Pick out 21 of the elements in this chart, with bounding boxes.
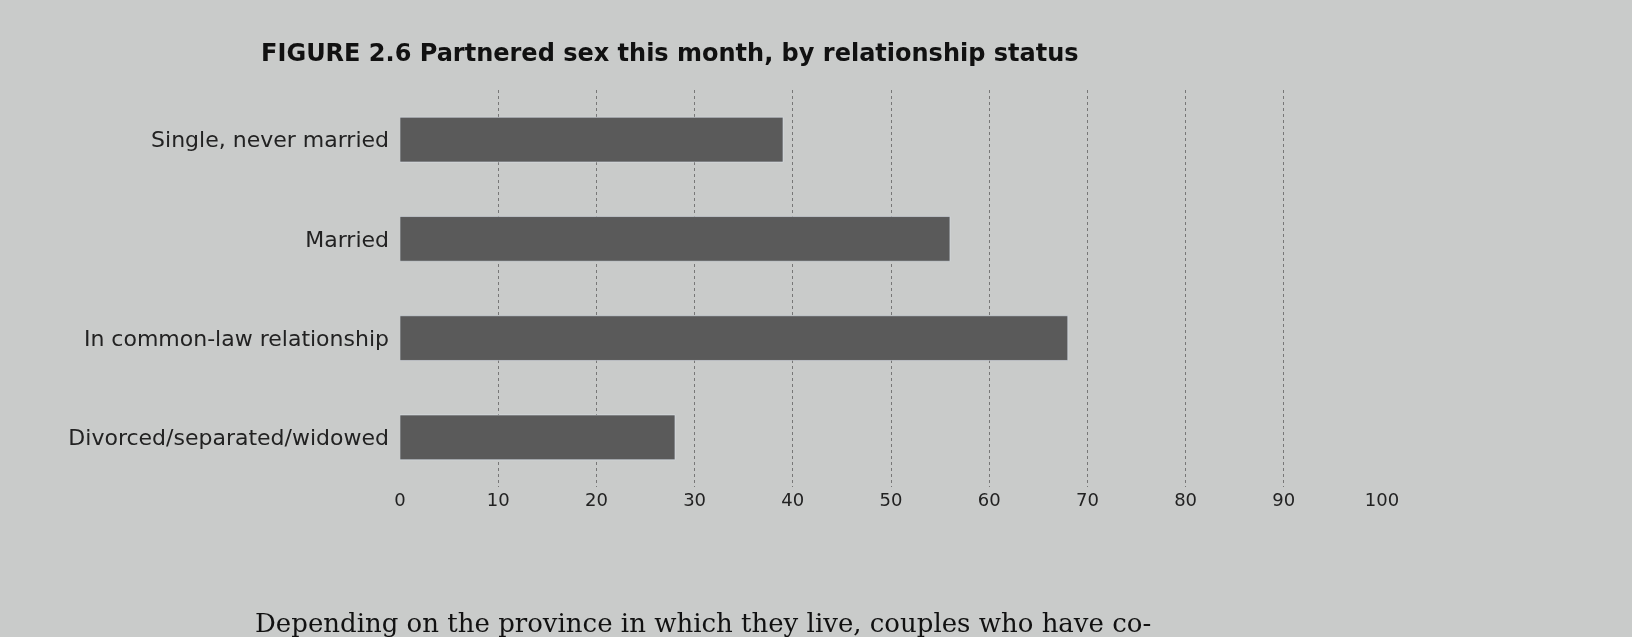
- x-tick-label: 40: [781, 489, 805, 510]
- x-tick-label: 20: [584, 489, 608, 510]
- x-tick-label: 10: [486, 489, 510, 510]
- x-tick-label: 80: [1174, 489, 1198, 510]
- x-tick-label: 30: [683, 489, 707, 510]
- bar: [400, 117, 784, 163]
- x-tick-label: 70: [1075, 489, 1099, 510]
- x-tick-label: 60: [977, 489, 1001, 510]
- x-tick-label: 50: [879, 489, 903, 510]
- y-tick-label: In common-law relationship: [83, 325, 389, 351]
- x-tick-label: 100: [1364, 489, 1400, 510]
- bar: [400, 414, 676, 460]
- y-tick-label: Divorced/separated/widowed: [68, 425, 389, 451]
- x-tick-label: 0: [394, 489, 406, 510]
- y-tick-label: Single, never married: [151, 127, 389, 153]
- bar: [400, 315, 1069, 361]
- text: Depending on the province in which they live, couples who have co-: [255, 608, 1152, 637]
- bar: [400, 216, 951, 262]
- x-tick-label: 90: [1272, 489, 1296, 510]
- chart-title: FIGURE 2.6 Partnered sex this month, by relationship status: [261, 39, 1079, 68]
- y-tick-label: Married: [305, 226, 389, 252]
